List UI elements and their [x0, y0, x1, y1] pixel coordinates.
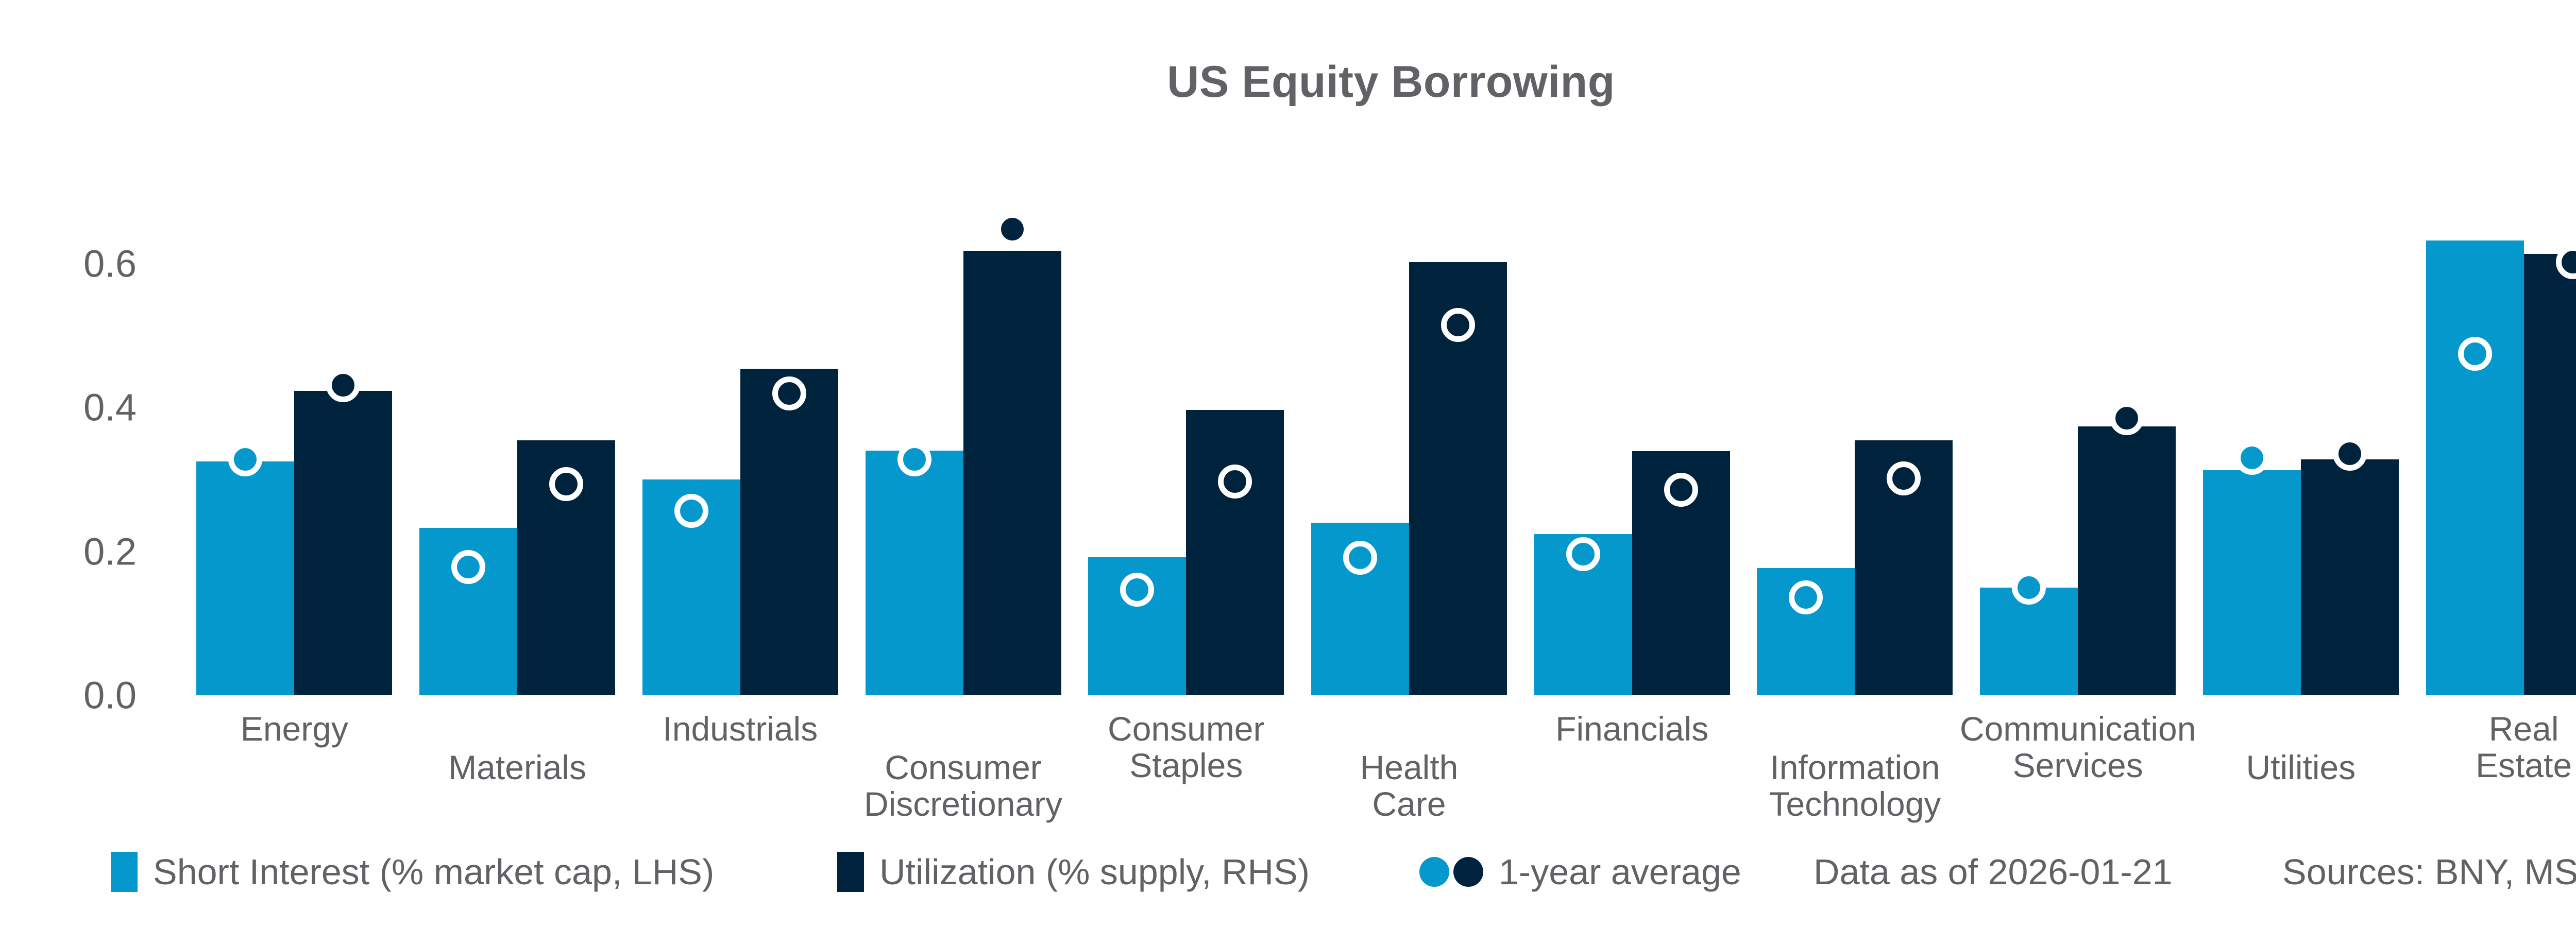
marker-1y-avg-short-interest — [1343, 541, 1377, 575]
legend-label: 1-year average — [1499, 852, 1741, 892]
marker-1y-avg-utilization — [772, 376, 806, 411]
bar-utilization — [963, 251, 1061, 695]
marker-1y-avg-utilization — [1441, 308, 1475, 342]
marker-1y-avg-short-interest — [1789, 580, 1823, 615]
marker-1y-avg-short-interest — [2234, 441, 2269, 475]
x-axis-category-label: Information Technology — [1769, 748, 1941, 823]
sources-note: Sources: BNY, MSCI — [2282, 852, 2576, 892]
marker-1y-avg-short-interest — [228, 442, 263, 476]
legend-item-short-interest[interactable]: Short Interest (% market cap, LHS) — [111, 847, 714, 897]
marker-1y-avg-short-interest — [451, 550, 486, 585]
y-axis-left-tick: 0.6 — [83, 242, 137, 285]
x-axis-category-label: Consumer Discretionary — [863, 748, 1063, 823]
bar-utilization — [2523, 253, 2576, 695]
marker-1y-avg-utilization — [326, 368, 361, 403]
legend-dot-lhs-icon — [1419, 857, 1449, 887]
legend-label: Utilization (% supply, RHS) — [879, 852, 1310, 892]
marker-1y-avg-utilization — [2110, 401, 2144, 436]
marker-1y-avg-short-interest — [674, 494, 708, 528]
x-axis-category-label: Utilities — [2246, 748, 2356, 786]
legend-swatch-icon — [111, 852, 138, 892]
marker-1y-avg-short-interest — [2012, 570, 2046, 605]
y-axis-left-tick: 0.2 — [83, 530, 137, 573]
legend-item-1y-average[interactable]: 1-year average — [1419, 847, 1741, 897]
legend-item-utilization[interactable]: Utilization (% supply, RHS) — [837, 847, 1310, 897]
x-axis-category-label: Materials — [448, 748, 586, 786]
y-axis-left-tick: 0.0 — [83, 674, 137, 717]
bar-short-interest — [1980, 587, 2078, 695]
y-axis-left-tick: 0.4 — [83, 386, 137, 429]
marker-1y-avg-short-interest — [1566, 537, 1600, 572]
bar-utilization — [2078, 426, 2176, 695]
bar-short-interest — [196, 461, 295, 695]
x-axis-category-label: Health Care — [1360, 748, 1459, 823]
marker-1y-avg-utilization — [995, 212, 1029, 246]
x-axis-category-label: Financials — [1555, 710, 1709, 748]
marker-1y-avg-utilization — [1887, 461, 1921, 496]
chart-title: US Equity Borrowing — [1167, 57, 1615, 107]
marker-1y-avg-utilization — [2332, 437, 2367, 471]
bar-utilization — [1186, 410, 1284, 695]
marker-1y-avg-utilization — [1664, 472, 1698, 507]
x-axis-category-label: Communication Services — [1959, 710, 2196, 785]
legend-label: Short Interest (% market cap, LHS) — [153, 852, 715, 892]
x-axis-category-label: Consumer Staples — [1108, 710, 1265, 785]
x-axis-category-label: Energy — [240, 710, 348, 748]
marker-1y-avg-short-interest — [2458, 336, 2492, 371]
marker-1y-avg-short-interest — [897, 442, 931, 476]
chart-footer: Short Interest (% market cap, LHS) Utiliz… — [0, 847, 2576, 914]
bar-utilization — [740, 369, 838, 695]
bar-utilization — [2300, 459, 2399, 695]
x-axis-category-label: Industrials — [663, 710, 818, 748]
marker-1y-avg-short-interest — [1120, 572, 1155, 607]
bar-short-interest — [865, 451, 963, 695]
marker-1y-avg-utilization — [1218, 464, 1252, 499]
x-axis-category-label: Real Estate — [2476, 710, 2572, 785]
bar-utilization — [294, 390, 393, 695]
legend-dot-rhs-icon — [1453, 857, 1483, 887]
data-as-of-note: Data as of 2026-01-21 — [1814, 852, 2173, 892]
legend-swatch-icon — [837, 852, 864, 892]
bar-short-interest — [2426, 241, 2524, 695]
marker-1y-avg-utilization — [549, 467, 584, 501]
bar-short-interest — [2202, 470, 2301, 695]
